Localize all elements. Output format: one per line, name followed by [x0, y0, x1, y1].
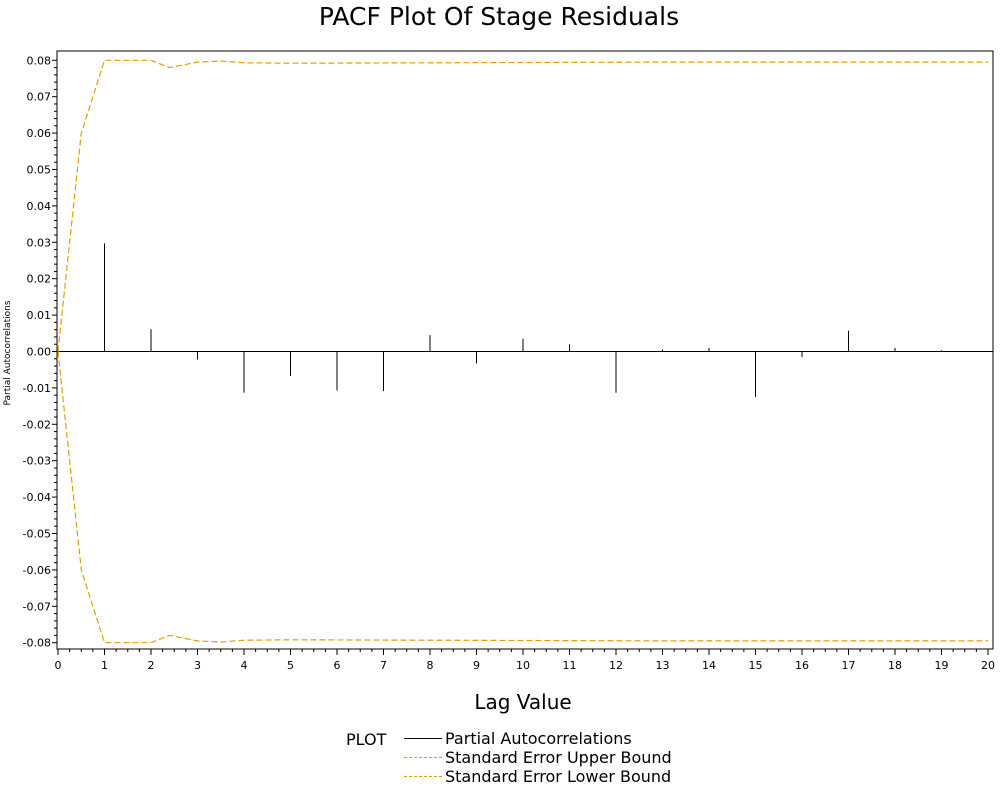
x-tick-label: 7 [380, 659, 387, 672]
lower-bound-line [57, 351, 988, 644]
y-tick-label: -0.05 [23, 528, 51, 541]
pacf-chart: 0.08 0.07 0.06 0.05 0.04 0.03 0.02 0.01 0.00 -0.0… [23, 50, 995, 672]
legend-label: Standard Error Lower Bound [445, 767, 672, 786]
y-tick-label: -0.01 [23, 382, 51, 395]
y-tick-label: -0.03 [23, 455, 51, 468]
legend-swatch-solid [404, 738, 442, 739]
x-tick-label: 17 [842, 659, 856, 672]
x-tick-label: 3 [194, 659, 201, 672]
x-tick-label: 8 [427, 659, 434, 672]
y-tick-label: 0.03 [27, 236, 52, 249]
y-tick-label: 0.05 [27, 164, 52, 177]
x-tick-label: 12 [609, 659, 623, 672]
x-tick-label: 9 [473, 659, 480, 672]
legend-label: Partial Autocorrelations [445, 729, 632, 748]
legend-swatch-dashed [404, 757, 442, 758]
plot-frame [56, 50, 994, 650]
y-axis-label: Partial Autocorrelations [3, 300, 13, 406]
x-tick-label: 15 [749, 659, 763, 672]
y-tick-label: 0.08 [27, 54, 52, 67]
y-tick-label: -0.02 [23, 418, 51, 431]
x-tick-label: 11 [563, 659, 577, 672]
x-tick-label: 16 [795, 659, 809, 672]
x-tick-label: 14 [702, 659, 716, 672]
y-tick-label: 0.04 [27, 200, 52, 213]
y-tick-label: 0.07 [27, 91, 52, 104]
y-tick-label: 0.02 [27, 273, 52, 286]
legend-label: Standard Error Upper Bound [445, 748, 672, 767]
x-tick-label: 2 [148, 659, 155, 672]
x-tick-label: 1 [101, 659, 108, 672]
y-tick-label: -0.08 [23, 637, 51, 650]
y-tick-label: 0.00 [27, 346, 52, 359]
y-tick-label: -0.04 [23, 491, 51, 504]
x-tick-label: 4 [241, 659, 248, 672]
legend-swatch-dashed [404, 776, 442, 777]
x-tick-label: 10 [516, 659, 530, 672]
x-tick-label: 6 [334, 659, 341, 672]
x-tick-label: 13 [656, 659, 670, 672]
upper-bound-line [57, 59, 988, 352]
x-tick-label: 5 [287, 659, 294, 672]
y-tick-label: -0.07 [23, 600, 51, 613]
y-tick-label: 0.06 [27, 127, 52, 140]
x-tick-label: 0 [55, 659, 62, 672]
legend-title: PLOT [346, 730, 387, 749]
chart-title: PACF Plot Of Stage Residuals [318, 2, 680, 31]
y-tick-label: 0.01 [27, 309, 52, 322]
x-axis-label: Lag Value [474, 690, 572, 714]
y-tick-label: -0.06 [23, 564, 51, 577]
x-tick-label: 20 [981, 659, 995, 672]
x-tick-label: 18 [888, 659, 902, 672]
x-tick-label: 19 [935, 659, 949, 672]
